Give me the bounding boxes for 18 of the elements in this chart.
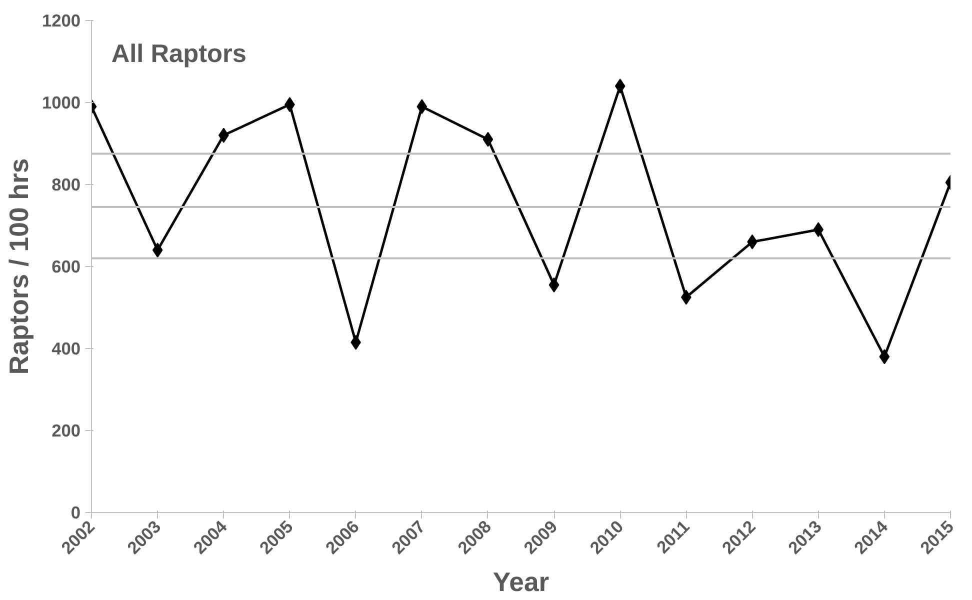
y-tick-label: 1000	[42, 92, 81, 112]
y-tick-label: 400	[52, 338, 81, 358]
text: All Raptors	[111, 40, 246, 68]
point	[416, 99, 428, 114]
y-axis-title: Raptors / 100 hrs	[4, 158, 34, 375]
x-axis-title: Year	[492, 567, 550, 598]
point	[548, 277, 560, 292]
point	[152, 242, 163, 258]
y-tick-label: 800	[52, 174, 81, 194]
y-tick-label: 200	[52, 420, 81, 440]
point	[218, 128, 229, 143]
y-tick-label: 600	[52, 256, 81, 276]
point	[482, 132, 494, 147]
point	[614, 78, 626, 94]
point	[879, 349, 890, 364]
y-tick-label: 1200	[42, 10, 81, 30]
y-tick-label: 0	[70, 502, 81, 522]
point	[813, 222, 824, 238]
